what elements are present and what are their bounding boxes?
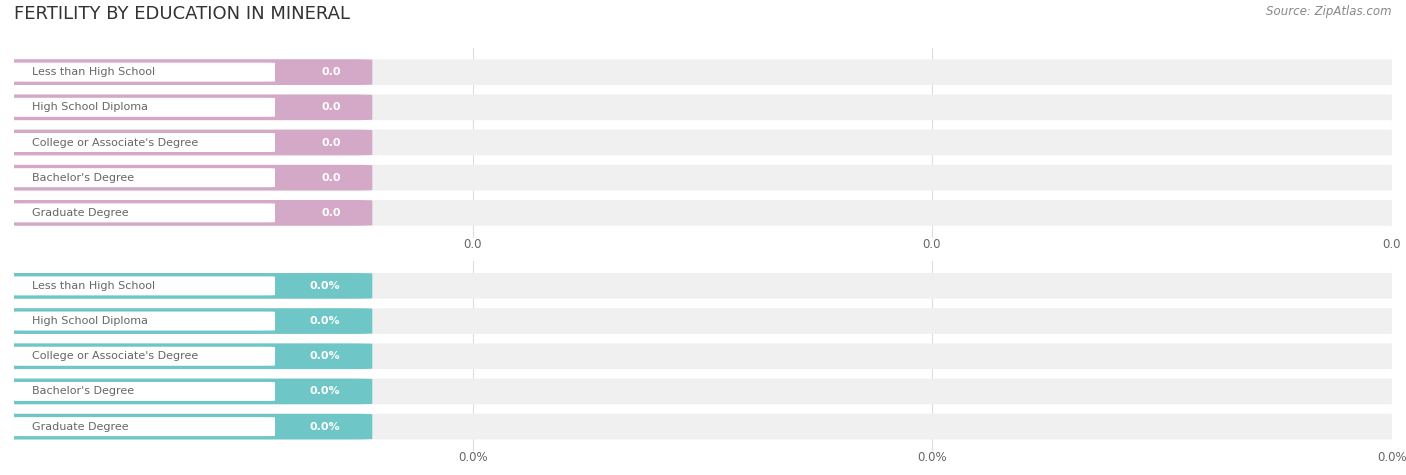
Text: 0.0%: 0.0% xyxy=(458,451,488,464)
Text: Less than High School: Less than High School xyxy=(32,67,155,77)
FancyBboxPatch shape xyxy=(0,95,373,120)
FancyBboxPatch shape xyxy=(0,308,1406,334)
FancyBboxPatch shape xyxy=(0,200,1406,226)
Text: 0.0%: 0.0% xyxy=(309,316,340,326)
Text: 0.0%: 0.0% xyxy=(309,281,340,291)
FancyBboxPatch shape xyxy=(0,414,373,439)
FancyBboxPatch shape xyxy=(10,276,276,295)
Text: 0.0%: 0.0% xyxy=(917,451,946,464)
Text: 0.0%: 0.0% xyxy=(309,387,340,397)
Text: 0.0: 0.0 xyxy=(321,67,340,77)
Text: 0.0: 0.0 xyxy=(1382,238,1402,250)
FancyBboxPatch shape xyxy=(10,133,276,152)
Text: FERTILITY BY EDUCATION IN MINERAL: FERTILITY BY EDUCATION IN MINERAL xyxy=(14,5,350,23)
Text: 0.0: 0.0 xyxy=(922,238,941,250)
FancyBboxPatch shape xyxy=(10,63,276,82)
Text: College or Associate's Degree: College or Associate's Degree xyxy=(32,137,198,148)
Text: High School Diploma: High School Diploma xyxy=(32,102,148,112)
Text: 0.0%: 0.0% xyxy=(1376,451,1406,464)
FancyBboxPatch shape xyxy=(0,165,1406,190)
FancyBboxPatch shape xyxy=(10,417,276,436)
FancyBboxPatch shape xyxy=(0,59,1406,85)
FancyBboxPatch shape xyxy=(0,273,373,299)
FancyBboxPatch shape xyxy=(0,379,373,404)
Text: Bachelor's Degree: Bachelor's Degree xyxy=(32,173,134,183)
Text: Source: ZipAtlas.com: Source: ZipAtlas.com xyxy=(1267,5,1392,18)
FancyBboxPatch shape xyxy=(0,343,373,369)
FancyBboxPatch shape xyxy=(0,165,373,190)
FancyBboxPatch shape xyxy=(0,130,1406,155)
FancyBboxPatch shape xyxy=(10,168,276,187)
Text: High School Diploma: High School Diploma xyxy=(32,316,148,326)
FancyBboxPatch shape xyxy=(0,95,1406,120)
FancyBboxPatch shape xyxy=(10,382,276,401)
Text: College or Associate's Degree: College or Associate's Degree xyxy=(32,351,198,361)
FancyBboxPatch shape xyxy=(0,130,373,155)
FancyBboxPatch shape xyxy=(0,200,373,226)
FancyBboxPatch shape xyxy=(0,59,373,85)
Text: 0.0%: 0.0% xyxy=(309,422,340,432)
FancyBboxPatch shape xyxy=(0,273,1406,299)
Text: Less than High School: Less than High School xyxy=(32,281,155,291)
FancyBboxPatch shape xyxy=(10,98,276,117)
FancyBboxPatch shape xyxy=(0,379,1406,404)
Text: 0.0: 0.0 xyxy=(321,102,340,112)
FancyBboxPatch shape xyxy=(10,312,276,331)
Text: Graduate Degree: Graduate Degree xyxy=(32,422,128,432)
FancyBboxPatch shape xyxy=(0,414,1406,439)
Text: Bachelor's Degree: Bachelor's Degree xyxy=(32,387,134,397)
Text: 0.0: 0.0 xyxy=(321,208,340,218)
FancyBboxPatch shape xyxy=(10,347,276,366)
Text: 0.0: 0.0 xyxy=(321,173,340,183)
Text: 0.0%: 0.0% xyxy=(309,351,340,361)
Text: 0.0: 0.0 xyxy=(464,238,482,250)
FancyBboxPatch shape xyxy=(0,343,1406,369)
Text: Graduate Degree: Graduate Degree xyxy=(32,208,128,218)
FancyBboxPatch shape xyxy=(0,308,373,334)
FancyBboxPatch shape xyxy=(10,203,276,222)
Text: 0.0: 0.0 xyxy=(321,137,340,148)
